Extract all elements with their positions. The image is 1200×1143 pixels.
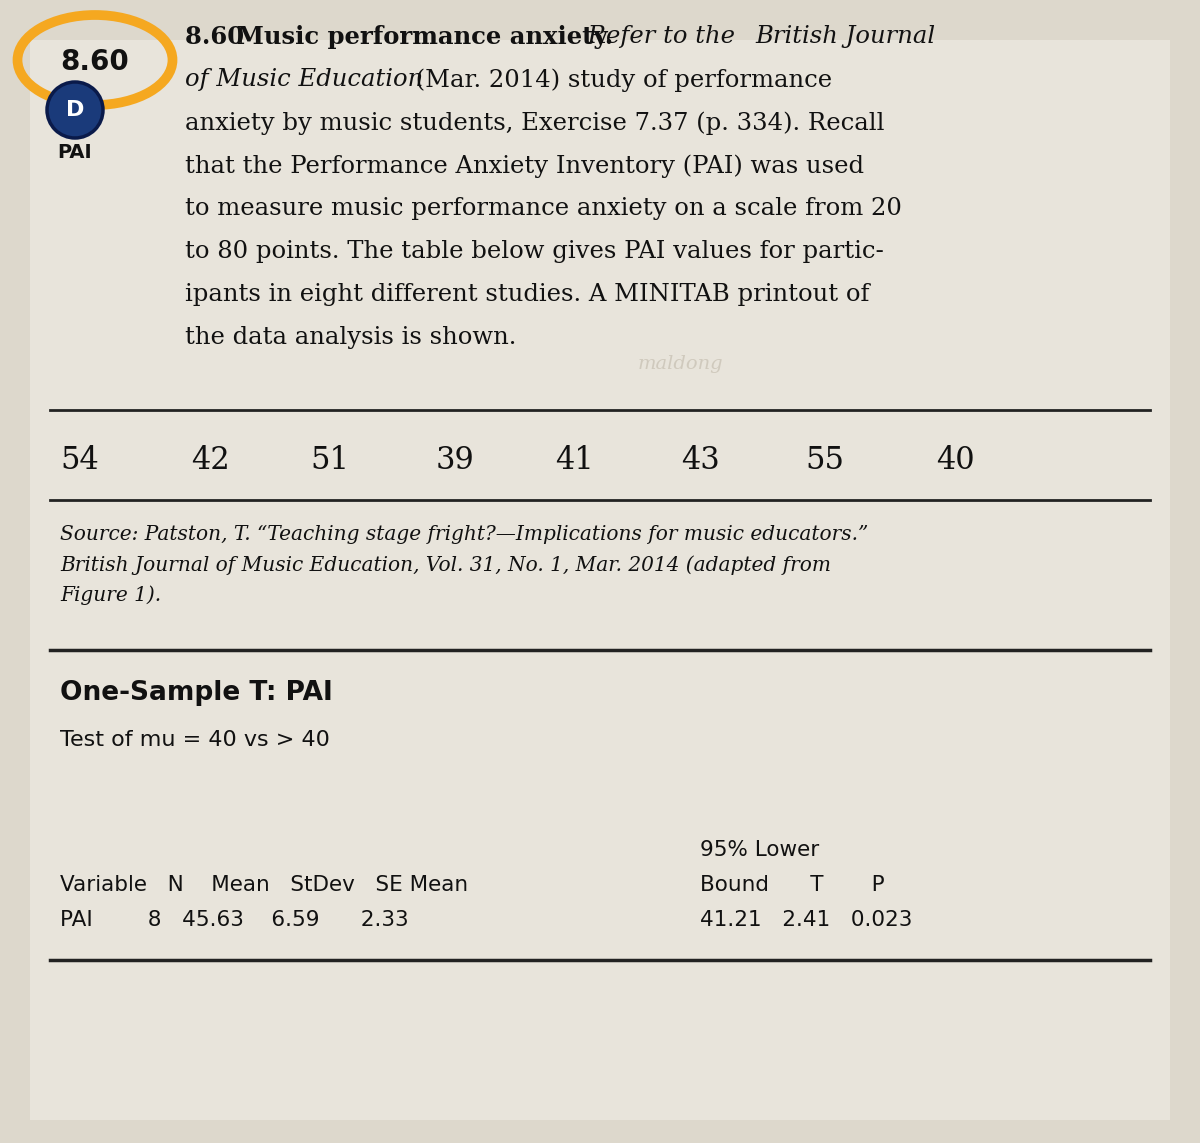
Text: Music performance anxiety.: Music performance anxiety.: [238, 25, 613, 49]
Text: the data analysis is shown.: the data analysis is shown.: [185, 326, 516, 349]
Circle shape: [47, 82, 103, 138]
Text: 43: 43: [680, 445, 719, 475]
Text: British Journal of Music Education, Vol. 31, No. 1, Mar. 2014 (adapted from: British Journal of Music Education, Vol.…: [60, 555, 830, 575]
Text: of Music Education: of Music Education: [185, 67, 424, 91]
Text: 8.60: 8.60: [61, 48, 130, 75]
Text: PAI        8   45.63    6.59      2.33: PAI 8 45.63 6.59 2.33: [60, 910, 409, 930]
Text: 8.60: 8.60: [185, 25, 262, 49]
Text: 39: 39: [436, 445, 474, 475]
Text: to measure music performance anxiety on a scale from 20: to measure music performance anxiety on …: [185, 197, 902, 219]
Text: One-Sample T: PAI: One-Sample T: PAI: [60, 680, 332, 706]
Text: 42: 42: [191, 445, 229, 475]
Text: maldong: maldong: [637, 355, 722, 373]
Text: 40: 40: [936, 445, 974, 475]
Text: 55: 55: [805, 445, 845, 475]
Text: anxiety by music students, Exercise 7.37 (p. 334). Recall: anxiety by music students, Exercise 7.37…: [185, 111, 884, 135]
Text: 41.21   2.41   0.023: 41.21 2.41 0.023: [700, 910, 912, 930]
FancyBboxPatch shape: [30, 40, 1170, 1120]
Text: 41: 41: [556, 445, 594, 475]
Text: Refer to the: Refer to the: [580, 25, 743, 48]
Text: ipants in eight different studies. A MINITAB printout of: ipants in eight different studies. A MIN…: [185, 283, 869, 306]
Text: 95% Lower: 95% Lower: [700, 840, 820, 860]
Text: 54: 54: [61, 445, 100, 475]
Text: Source: Patston, T. “Teaching stage fright?—Implications for music educators.”: Source: Patston, T. “Teaching stage frig…: [60, 525, 869, 544]
Text: PAI: PAI: [58, 143, 92, 161]
Text: (Mar. 2014) study of performance: (Mar. 2014) study of performance: [408, 67, 832, 91]
Text: that the Performance Anxiety Inventory (PAI) was used: that the Performance Anxiety Inventory (…: [185, 154, 864, 177]
Text: British Journal: British Journal: [755, 25, 935, 48]
Text: to 80 points. The table below gives PAI values for partic-: to 80 points. The table below gives PAI …: [185, 240, 884, 263]
Text: Figure 1).: Figure 1).: [60, 585, 161, 605]
Text: 51: 51: [311, 445, 349, 475]
Text: Test of mu = 40 vs > 40: Test of mu = 40 vs > 40: [60, 730, 330, 750]
Text: D: D: [66, 99, 84, 120]
Text: Variable   N    Mean   StDev   SE Mean: Variable N Mean StDev SE Mean: [60, 876, 468, 895]
Text: Bound      T       P: Bound T P: [700, 876, 884, 895]
